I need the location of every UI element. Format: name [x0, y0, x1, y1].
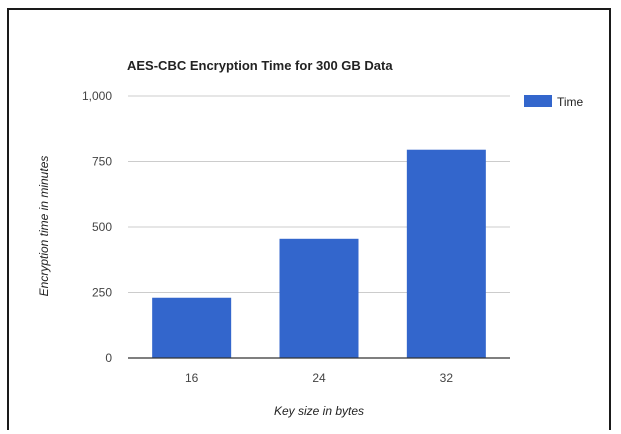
x-tick-label: 24 — [312, 371, 326, 385]
y-tick-label: 0 — [105, 351, 112, 365]
legend-swatch-time — [524, 95, 552, 107]
y-tick-label: 500 — [92, 220, 112, 234]
bar-32 — [406, 149, 486, 358]
y-tick-label: 750 — [92, 155, 112, 169]
legend: Time — [524, 95, 584, 109]
x-tick-label: 16 — [185, 371, 199, 385]
chart-title: AES-CBC Encryption Time for 300 GB Data — [127, 58, 393, 73]
y-axis-title: Encryption time in minutes — [37, 156, 51, 297]
legend-label-time: Time — [557, 95, 584, 109]
bars — [152, 149, 486, 358]
y-axis-ticks: 0 250 500 750 1,000 — [82, 89, 112, 365]
y-tick-label: 1,000 — [82, 89, 112, 103]
bar-16 — [152, 297, 232, 358]
x-tick-label: 32 — [440, 371, 454, 385]
x-axis-title: Key size in bytes — [274, 404, 364, 418]
bar-24 — [279, 238, 359, 358]
chart-frame — [7, 8, 611, 430]
x-axis-ticks: 16 24 32 — [185, 371, 453, 385]
y-tick-label: 250 — [92, 286, 112, 300]
